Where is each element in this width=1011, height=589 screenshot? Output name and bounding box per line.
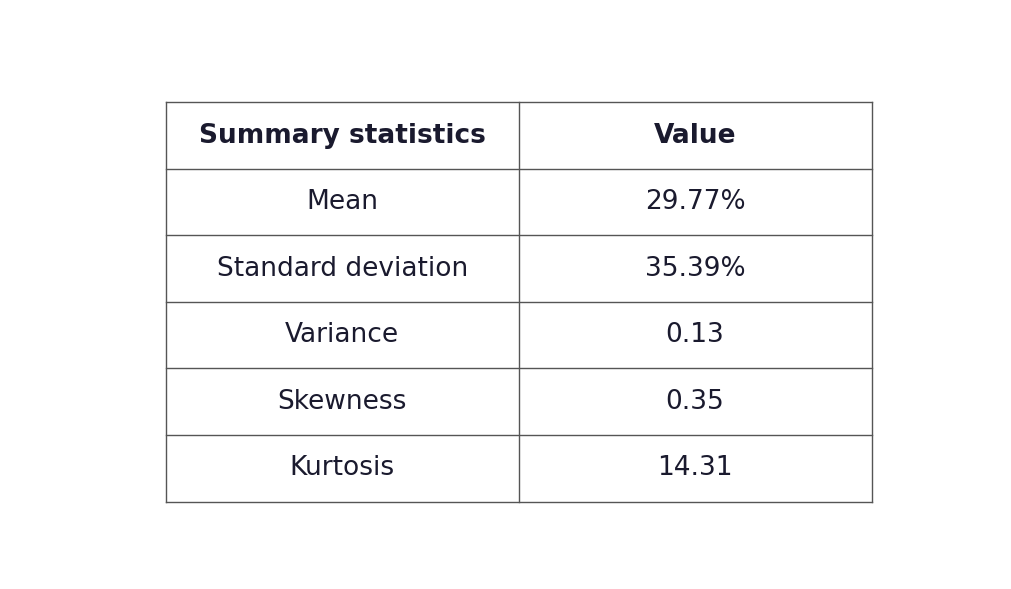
Text: Variance: Variance xyxy=(285,322,399,348)
Text: 35.39%: 35.39% xyxy=(644,256,745,282)
Text: Kurtosis: Kurtosis xyxy=(289,455,394,481)
Text: 14.31: 14.31 xyxy=(657,455,732,481)
Text: Mean: Mean xyxy=(306,189,378,215)
Text: Value: Value xyxy=(653,123,736,148)
Text: Skewness: Skewness xyxy=(277,389,406,415)
Text: 0.35: 0.35 xyxy=(665,389,724,415)
Text: 0.13: 0.13 xyxy=(665,322,724,348)
Text: 29.77%: 29.77% xyxy=(644,189,745,215)
Text: Summary statistics: Summary statistics xyxy=(198,123,485,148)
Text: Standard deviation: Standard deviation xyxy=(216,256,467,282)
